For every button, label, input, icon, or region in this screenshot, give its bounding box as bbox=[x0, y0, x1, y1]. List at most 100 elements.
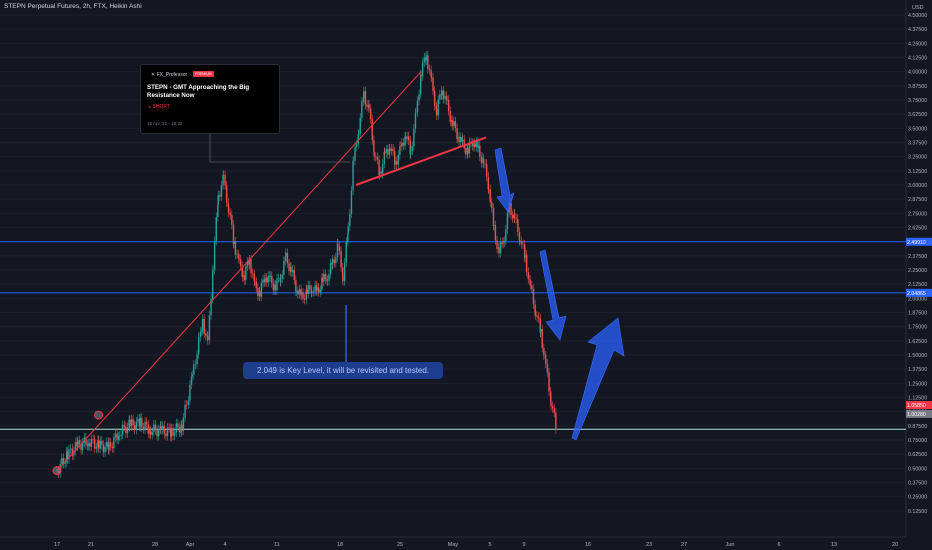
chart-grid bbox=[0, 0, 907, 538]
symbol-title: STEPN Perpetual Futures, 2h, FTX, Heikin… bbox=[4, 3, 142, 10]
idea-card[interactable]: ✕ FX_Professor PREMIUM STEPN - GMT Appro… bbox=[140, 64, 280, 134]
candle-body bbox=[371, 119, 373, 141]
candle-body bbox=[352, 160, 355, 162]
candle-body bbox=[113, 437, 115, 449]
candle-body bbox=[71, 448, 73, 456]
candle-body bbox=[265, 277, 268, 283]
y-tick-label: 2.25000 bbox=[908, 268, 927, 274]
price-tag-label: 2.49910 bbox=[907, 240, 926, 246]
x-tick-label: 9 bbox=[522, 542, 525, 548]
candle-body bbox=[389, 148, 391, 151]
candle-body bbox=[518, 231, 521, 240]
candle-body bbox=[409, 150, 412, 155]
candle-body bbox=[236, 254, 238, 255]
candle-body bbox=[222, 174, 224, 186]
candle-body bbox=[170, 428, 173, 437]
candle-body bbox=[220, 185, 223, 197]
candle-body bbox=[264, 277, 266, 283]
candle-body bbox=[328, 274, 330, 281]
candle-body bbox=[160, 425, 162, 430]
candle-body bbox=[108, 442, 110, 450]
candle-body bbox=[347, 226, 349, 234]
candle-body bbox=[210, 298, 212, 316]
candle-body bbox=[118, 436, 120, 440]
price-axis[interactable]: 4.50000 4.37500 4.25000 4.12500 4.00000 3.875… bbox=[908, 13, 927, 515]
candle-body bbox=[340, 250, 342, 268]
candle-body bbox=[537, 316, 540, 319]
candle-body bbox=[245, 266, 247, 281]
candle-body bbox=[548, 372, 550, 392]
candle-body bbox=[399, 146, 401, 147]
candle-body bbox=[390, 148, 393, 151]
x-tick-label: 23 bbox=[646, 542, 652, 548]
candle-body bbox=[295, 280, 297, 292]
candle-body bbox=[357, 133, 360, 135]
y-tick-label: 2.75000 bbox=[908, 211, 927, 217]
candle-body bbox=[281, 274, 283, 279]
candle-body bbox=[482, 158, 485, 164]
candle-body bbox=[142, 427, 145, 430]
idea-title[interactable]: STEPN - GMT Approaching the Big Resistan… bbox=[147, 84, 250, 99]
candle-body bbox=[523, 244, 526, 258]
candle-body bbox=[529, 279, 531, 280]
candle-body bbox=[446, 100, 448, 101]
candle-body bbox=[161, 425, 164, 430]
candle-body bbox=[414, 113, 417, 129]
y-tick-label: 2.37500 bbox=[908, 254, 927, 260]
x-tick-label: 21 bbox=[88, 542, 94, 548]
candle-body bbox=[232, 224, 235, 244]
candle-body bbox=[194, 364, 197, 365]
candle-body bbox=[116, 433, 118, 440]
candle-body bbox=[312, 291, 315, 292]
candle-body bbox=[444, 96, 446, 100]
y-tick-label: 1.75000 bbox=[908, 325, 927, 331]
y-tick-label: 3.12500 bbox=[908, 169, 927, 175]
candles bbox=[56, 50, 557, 479]
candle-body bbox=[381, 163, 384, 174]
up-arrow bbox=[571, 317, 625, 441]
candle-body bbox=[153, 424, 155, 432]
candle-body bbox=[404, 136, 406, 146]
trend-line bbox=[355, 136, 487, 186]
projection-arrows[interactable] bbox=[345, 147, 625, 441]
candle-body bbox=[362, 98, 365, 102]
trend-lines[interactable] bbox=[52, 71, 487, 476]
candle-body bbox=[368, 104, 370, 109]
time-axis[interactable]: 17 21 28 Apr 4 11 18 25 May 5 9 16 23 27 Jun 6 13 20 bbox=[54, 542, 898, 548]
candle-body bbox=[272, 283, 275, 291]
candle-body bbox=[109, 442, 112, 447]
candle-body bbox=[257, 287, 259, 297]
down-arrow-2 bbox=[539, 249, 567, 341]
candle-body bbox=[423, 57, 425, 63]
candle-body bbox=[177, 423, 179, 427]
candle-body bbox=[288, 263, 290, 272]
x-tick-label: 6 bbox=[777, 542, 780, 548]
candle-body bbox=[248, 259, 251, 265]
candle-body bbox=[544, 355, 547, 359]
key-level-note[interactable]: 2.049 is Key Level, it will be revisited… bbox=[243, 362, 443, 379]
candle-body bbox=[388, 148, 391, 155]
candle-body bbox=[496, 240, 498, 249]
candle-body bbox=[477, 142, 479, 148]
candle-body bbox=[219, 195, 221, 197]
candle-body bbox=[463, 139, 465, 149]
candle-body bbox=[419, 74, 422, 95]
candle-body bbox=[229, 212, 231, 216]
candle-body bbox=[271, 275, 273, 284]
candle-body bbox=[467, 148, 469, 154]
price-tag-box bbox=[906, 288, 932, 297]
candle-body bbox=[378, 171, 381, 175]
down-arrow-1 bbox=[494, 147, 515, 213]
candle-body bbox=[394, 160, 396, 165]
candle-body bbox=[349, 213, 351, 227]
candle-body bbox=[81, 442, 84, 450]
candle-body bbox=[385, 149, 387, 154]
x-tick-label: May bbox=[448, 542, 459, 548]
candle-body bbox=[303, 298, 306, 300]
y-tick-label: 1.62500 bbox=[908, 339, 927, 345]
card-connector bbox=[209, 132, 350, 163]
y-tick-label: 3.00000 bbox=[908, 183, 927, 189]
candle-body bbox=[311, 291, 313, 293]
candle-body bbox=[555, 412, 557, 430]
candle-body bbox=[133, 425, 136, 430]
